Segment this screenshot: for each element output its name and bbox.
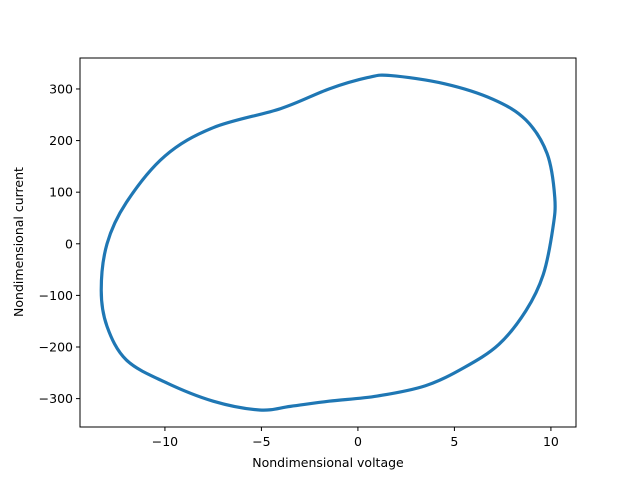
x-axis-label: Nondimensional voltage	[252, 455, 404, 470]
y-tick-label: −200	[39, 340, 73, 355]
y-tick-label: 100	[49, 185, 73, 200]
x-tick-label: 0	[354, 434, 362, 449]
y-axis-label: Nondimensional current	[11, 167, 26, 317]
x-tick-label: 5	[450, 434, 458, 449]
y-tick-label: −100	[39, 288, 73, 303]
x-tick-label: −10	[152, 434, 178, 449]
series-layer	[99, 73, 557, 412]
y-tick-label: −300	[39, 391, 73, 406]
y-tick-label: 300	[49, 81, 73, 96]
x-tick-label: 10	[543, 434, 559, 449]
x-tick-label: −5	[252, 434, 270, 449]
y-tick-label: 200	[49, 133, 73, 148]
x-axis-ticks: −10 −5 0 5 10	[152, 427, 559, 449]
series-line-0	[99, 73, 557, 412]
plot-frame	[79, 57, 577, 428]
y-tick-label: 0	[65, 236, 73, 251]
y-axis-ticks: −300 −200 −100 0 100 200 300	[39, 81, 80, 406]
